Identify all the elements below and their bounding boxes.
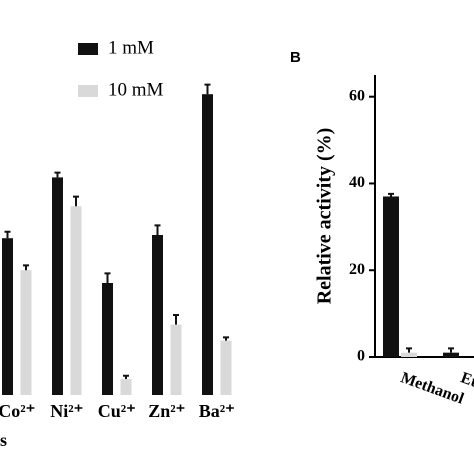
error-bar [54, 171, 61, 178]
error-bar [448, 347, 454, 353]
y-tick-label: 60 [349, 87, 365, 104]
x-tick-label: Methanol [398, 369, 466, 408]
bar [170, 324, 182, 395]
bar [443, 352, 459, 357]
error-bar [23, 264, 29, 271]
error-bar [173, 314, 179, 325]
x-tick-label: Cu²⁺ [98, 401, 136, 421]
y-tick-label: 40 [349, 174, 365, 191]
y-axis-label: Relative activity (%) [314, 128, 336, 305]
bar [202, 94, 213, 395]
y-tick-label: 0 [357, 348, 365, 365]
x-tick-label: Zn²⁺ [148, 401, 185, 421]
error-bar [406, 347, 412, 353]
x-tick-label: Ni²⁺ [50, 401, 83, 421]
bar [401, 352, 417, 357]
bar [152, 235, 163, 395]
error-bar [104, 272, 111, 283]
bar [102, 283, 113, 395]
error-bar [388, 192, 394, 197]
y-tick-label: 20 [349, 261, 365, 278]
bar [20, 270, 32, 395]
bar [52, 177, 63, 395]
x-tick-label: Co²⁺ [0, 401, 35, 421]
error-bar [204, 83, 211, 95]
bar [220, 340, 232, 395]
error-bar [223, 336, 229, 341]
error-bar [73, 195, 79, 207]
bar [70, 206, 82, 395]
x-tick-label: Ba²⁺ [199, 401, 235, 421]
error-bar [4, 230, 11, 239]
legend-label: 10 mM [108, 79, 164, 100]
legend-swatch [78, 85, 98, 97]
legend-label: 1 mM [108, 37, 154, 58]
error-bar [154, 224, 161, 235]
panel-label: B [290, 49, 301, 66]
bar [120, 379, 132, 395]
bar [2, 238, 13, 395]
bar [383, 196, 399, 357]
legend-swatch [78, 43, 98, 55]
x-axis-label: s [0, 430, 7, 450]
error-bar [123, 374, 129, 379]
